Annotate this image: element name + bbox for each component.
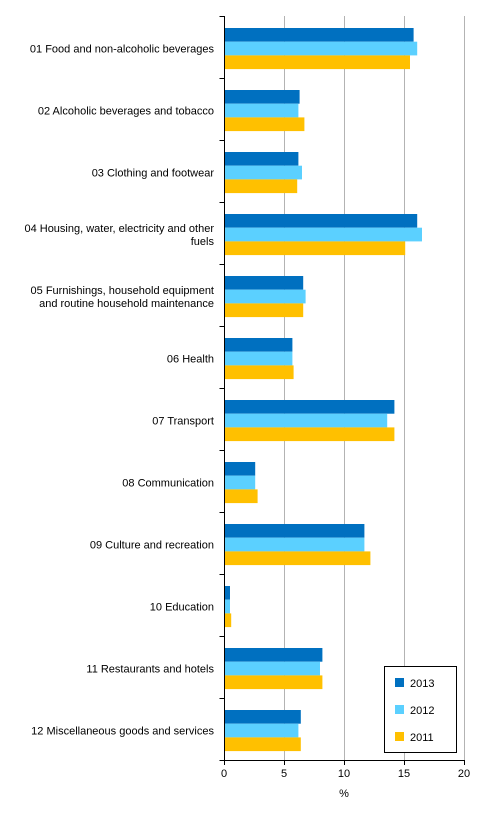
x-tick-label-20: 20 xyxy=(458,768,470,780)
bar-2012-cat-6 xyxy=(224,351,293,366)
bar-2011-cat-11 xyxy=(224,675,323,690)
category-label-line: 06 Health xyxy=(167,354,214,366)
category-label-6: 06 Health xyxy=(167,354,214,366)
category-label-4: 04 Housing, water, electricity and other… xyxy=(24,223,214,248)
bar-2013-cat-8 xyxy=(224,462,256,476)
category-label-12: 12 Miscellaneous goods and services xyxy=(31,726,214,738)
category-label-line: 09 Culture and recreation xyxy=(90,540,214,552)
bar-2012-cat-10 xyxy=(224,599,230,614)
gridlines xyxy=(284,16,465,760)
category-label-line: 11 Restaurants and hotels xyxy=(86,664,214,676)
bar-2011-cat-7 xyxy=(224,427,395,442)
category-labels: 01 Food and non-alcoholic beverages 02 Al… xyxy=(24,44,214,738)
legend-swatch-2013 xyxy=(395,678,404,687)
bar-2012-cat-3 xyxy=(224,165,302,180)
bar-2012-cat-11 xyxy=(224,661,320,676)
bar-2011-cat-5 xyxy=(224,303,304,318)
legend-swatch-2012 xyxy=(395,705,404,714)
legend-label-2013: 2013 xyxy=(410,678,434,690)
bar-2012-cat-4 xyxy=(224,227,422,242)
bar-2013-cat-4 xyxy=(224,214,418,228)
bar-2013-cat-1 xyxy=(224,28,414,42)
bar-2011-cat-8 xyxy=(224,489,258,504)
bar-2011-cat-6 xyxy=(224,365,294,380)
bar-2013-cat-7 xyxy=(224,400,395,414)
bar-2013-cat-12 xyxy=(224,710,301,724)
bar-2013-cat-11 xyxy=(224,648,323,662)
bar-2013-cat-10 xyxy=(224,586,230,600)
category-label-10: 10 Education xyxy=(150,602,214,614)
bar-2012-cat-1 xyxy=(224,41,418,56)
axes xyxy=(219,16,465,765)
legend-swatch-2011 xyxy=(395,732,404,741)
bar-2011-cat-3 xyxy=(224,179,298,194)
x-tick-label-10: 10 xyxy=(338,768,350,780)
category-label-2: 02 Alcoholic beverages and tobacco xyxy=(38,106,214,118)
category-label-line: 08 Communication xyxy=(122,478,214,490)
category-label-line: 01 Food and non-alcoholic beverages xyxy=(30,44,215,56)
bar-2013-cat-9 xyxy=(224,524,365,538)
x-axis-label: % xyxy=(339,788,349,800)
x-tick-label-5: 5 xyxy=(281,768,287,780)
bar-2013-cat-5 xyxy=(224,276,304,290)
bar-2011-cat-9 xyxy=(224,551,371,566)
bar-2011-cat-12 xyxy=(224,737,301,752)
bar-2012-cat-8 xyxy=(224,475,256,490)
category-label-line: 02 Alcoholic beverages and tobacco xyxy=(38,106,214,118)
bar-2011-cat-10 xyxy=(224,613,232,628)
legend-label-2011: 2011 xyxy=(410,732,434,744)
bar-2013-cat-6 xyxy=(224,338,293,352)
category-label-line: 05 Furnishings, household equipment xyxy=(31,285,214,297)
category-label-line: 12 Miscellaneous goods and services xyxy=(31,726,214,738)
category-label-line: 10 Education xyxy=(150,602,214,614)
bar-2012-cat-7 xyxy=(224,413,388,428)
category-label-line: 03 Clothing and footwear xyxy=(92,168,215,180)
category-label-3: 03 Clothing and footwear xyxy=(92,168,215,180)
x-tick-label-0: 0 xyxy=(221,768,227,780)
bar-2012-cat-12 xyxy=(224,723,299,738)
category-label-line: 07 Transport xyxy=(152,416,214,428)
bar-2011-cat-4 xyxy=(224,241,406,256)
category-label-7: 07 Transport xyxy=(152,416,214,428)
category-label-11: 11 Restaurants and hotels xyxy=(86,664,214,676)
legend: 2013 2012 2011 xyxy=(384,666,457,753)
bar-2013-cat-2 xyxy=(224,90,300,104)
bars xyxy=(224,28,422,752)
category-label-line: fuels xyxy=(191,236,215,248)
x-tick-label-15: 15 xyxy=(398,768,410,780)
category-label-1: 01 Food and non-alcoholic beverages xyxy=(30,44,215,56)
bar-2011-cat-2 xyxy=(224,117,305,132)
category-label-9: 09 Culture and recreation xyxy=(90,540,214,552)
category-label-line: and routine household maintenance xyxy=(39,298,214,310)
bar-2012-cat-9 xyxy=(224,537,365,552)
legend-label-2012: 2012 xyxy=(410,705,434,717)
bar-2011-cat-1 xyxy=(224,55,410,70)
bar-2012-cat-2 xyxy=(224,103,299,118)
tick-labels: 0 5 10 15 20 xyxy=(221,768,470,780)
category-label-5: 05 Furnishings, household equipment and r… xyxy=(31,285,214,310)
bar-2012-cat-5 xyxy=(224,289,306,304)
bar-2013-cat-3 xyxy=(224,152,299,166)
category-label-8: 08 Communication xyxy=(122,478,214,490)
category-label-line: 04 Housing, water, electricity and other xyxy=(24,223,214,235)
